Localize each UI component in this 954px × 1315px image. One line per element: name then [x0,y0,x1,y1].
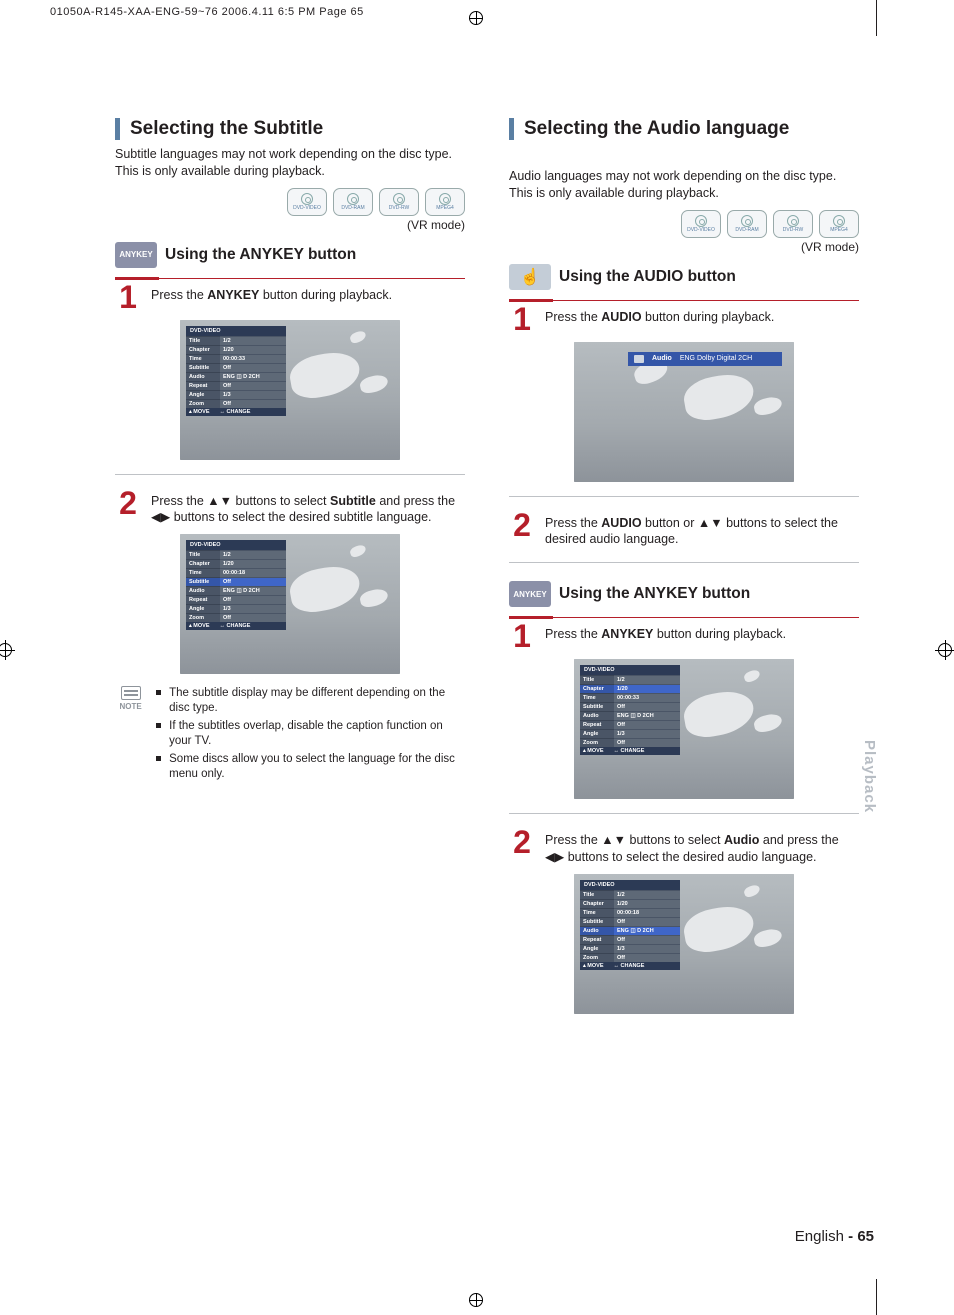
disc-icon: DVD-RW [773,210,813,238]
step-number: 1 [509,622,535,651]
step-text: Press the AUDIO button during playback. [545,305,859,326]
osd-screenshot: AudioENG Dolby Digital 2CH [574,342,794,482]
heading-bar-icon [115,118,120,140]
note-label: NOTE [119,702,141,711]
disc-icon: DVD-VIDEO [681,210,721,238]
crop-header: 01050A-R145-XAA-ENG-59~76 2006.4.11 6:5 … [50,6,364,18]
step-2b: 2 Press the ▲▼ buttons to select Audio a… [509,828,859,866]
note-list: The subtitle display may be different de… [156,686,465,785]
intro-text: Subtitle languages may not work dependin… [115,146,465,180]
crop-mark-icon [476,1300,478,1302]
step-1: 1 Press the AUDIO button during playback… [509,305,859,334]
section-heading: Selecting the Audio language [509,118,859,140]
heading-text: Selecting the Subtitle [130,118,323,140]
vr-mode-label: (VR mode) [509,240,859,254]
left-column: Selecting the Subtitle Subtitle language… [115,118,465,1014]
step-number: 1 [509,305,535,334]
footer-language: English [795,1228,844,1245]
rule-divider [509,813,859,814]
subheading-row: ANYKEY Using the ANYKEY button [509,581,859,607]
step-2: 2 Press the ▲▼ buttons to select Subtitl… [115,489,465,527]
rule-divider [509,300,859,301]
right-column: Selecting the Audio language Audio langu… [509,118,859,1014]
step-number: 1 [115,283,141,312]
step-text: Press the ▲▼ buttons to select Audio and… [545,828,859,866]
disc-icon: DVD-RAM [727,210,767,238]
rule-divider [115,278,465,279]
disc-type-row: DVD-VIDEO DVD-RAM DVD-RW MPEG4 [509,210,859,238]
step-text: Press the AUDIO button or ▲▼ buttons to … [545,511,859,549]
trim-mark [876,1279,877,1315]
subheading: Using the ANYKEY button [165,246,356,264]
hand-badge-icon: ☝ [509,264,551,290]
footer-page-number: 65 [857,1228,874,1245]
section-heading: Selecting the Subtitle [115,118,465,140]
vr-mode-label: (VR mode) [115,218,465,232]
disc-icon: DVD-VIDEO [287,188,327,216]
note-item: If the subtitles overlap, disable the ca… [156,719,465,749]
step-1b: 1 Press the ANYKEY button during playbac… [509,622,859,651]
step-text: Press the ANYKEY button during playback. [151,283,465,304]
subheading: Using the ANYKEY button [559,585,750,603]
page-footer: English - 65 [120,1228,874,1245]
step-text: Press the ▲▼ buttons to select Subtitle … [151,489,465,527]
content-area: Selecting the Subtitle Subtitle language… [115,118,865,1014]
rule-divider [509,496,859,497]
heading-text: Selecting the Audio language [524,118,789,140]
step-number: 2 [509,511,535,540]
crop-mark-icon [476,18,478,20]
rule-divider [509,617,859,618]
trim-mark [876,0,877,36]
step-text: Press the ANYKEY button during playback. [545,622,859,643]
rule-divider [115,474,465,475]
note-item: The subtitle display may be different de… [156,686,465,716]
osd-screenshot: DVD-VIDEOTitle1/2Chapter1/20Time00:00:33… [180,320,400,460]
subheading: Using the AUDIO button [559,268,736,286]
osd-screenshot: DVD-VIDEOTitle1/2Chapter1/20Time00:00:33… [574,659,794,799]
rule-divider [509,562,859,563]
note-item: Some discs allow you to select the langu… [156,752,465,782]
disc-type-row: DVD-VIDEO DVD-RAM DVD-RW MPEG4 [115,188,465,216]
disc-icon: MPEG4 [819,210,859,238]
crop-mark-icon [0,640,15,660]
step-number: 2 [115,489,141,518]
disc-icon: DVD-RAM [333,188,373,216]
page: 01050A-R145-XAA-ENG-59~76 2006.4.11 6:5 … [0,0,954,1315]
step-number: 2 [509,828,535,857]
osd-screenshot: DVD-VIDEOTitle1/2Chapter1/20Time00:00:18… [574,874,794,1014]
subheading-row: ANYKEY Using the ANYKEY button [115,242,465,268]
intro-text: Audio languages may not work depending o… [509,168,859,202]
step-2: 2 Press the AUDIO button or ▲▼ buttons t… [509,511,859,549]
step-1: 1 Press the ANYKEY button during playbac… [115,283,465,312]
heading-bar-icon [509,118,514,140]
note-icon: NOTE [115,686,146,711]
crop-mark-icon [935,640,954,660]
anykey-badge-icon: ANYKEY [115,242,157,268]
subheading-row: ☝ Using the AUDIO button [509,264,859,290]
note-block: NOTE The subtitle display may be differe… [115,686,465,785]
disc-icon: DVD-RW [379,188,419,216]
disc-icon: MPEG4 [425,188,465,216]
osd-screenshot: DVD-VIDEOTitle1/2Chapter1/20Time00:00:18… [180,534,400,674]
anykey-badge-icon: ANYKEY [509,581,551,607]
